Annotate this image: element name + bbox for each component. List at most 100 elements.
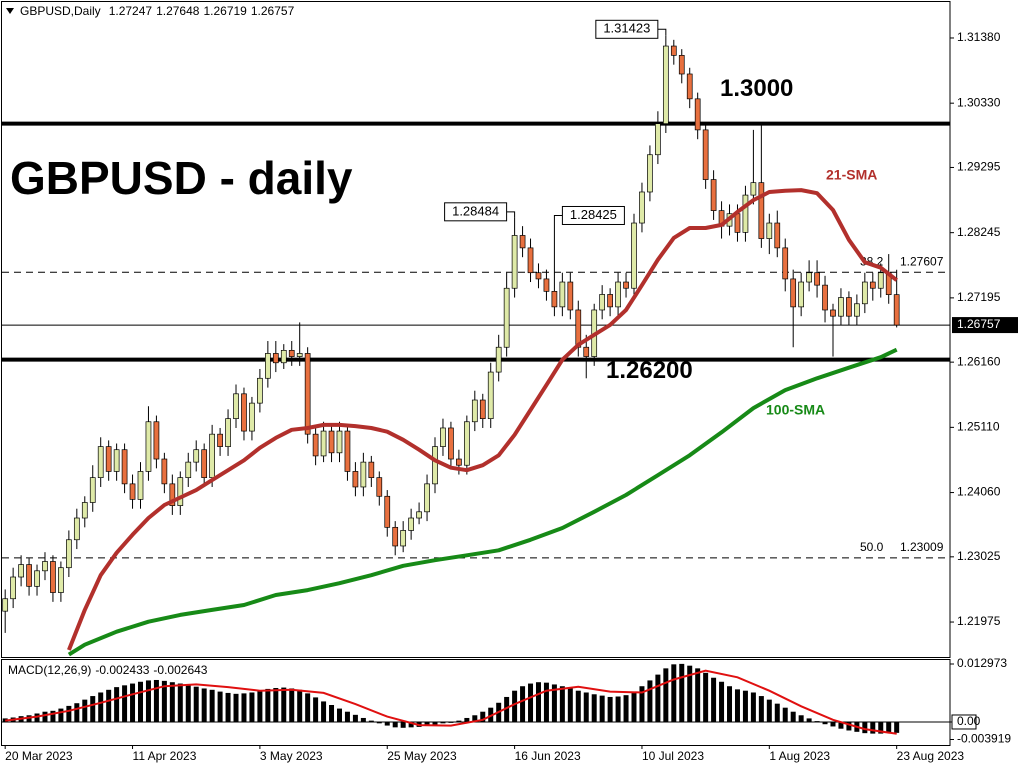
macd-bar (58, 708, 64, 722)
candle-body (81, 502, 88, 519)
candle-body (535, 272, 542, 280)
candle-body (655, 123, 661, 156)
candle-body (193, 449, 200, 463)
macd-bar (535, 682, 541, 722)
candle-body (758, 182, 765, 239)
candle-body (161, 458, 168, 485)
candle-body (2, 598, 9, 612)
candle-body (607, 294, 613, 308)
candle-body (440, 427, 446, 447)
candle-body (10, 576, 16, 600)
candle-body (296, 353, 303, 357)
y-tick-label: 1.25110 (957, 420, 1000, 434)
macd-bar (480, 711, 486, 722)
zero-tag (951, 714, 977, 730)
macd-bar (90, 696, 96, 722)
macd-bar (153, 679, 159, 722)
candle-body (559, 281, 566, 308)
sma-label: 100-SMA (766, 402, 825, 418)
macd-bar (830, 721, 836, 727)
x-tick-label: 3 May 2023 (260, 749, 323, 763)
y-tick-label: 1.29295 (957, 160, 1001, 174)
macd-bar (758, 696, 764, 722)
candle-body (233, 393, 239, 420)
macd-bar (623, 695, 629, 722)
macd-bar (655, 674, 661, 722)
candle-body (551, 290, 558, 308)
macd-bar (26, 715, 32, 722)
axes: 1.31380 1.30330 1.29295 1.28245 1.27195 1.261… (4, 30, 1018, 763)
last-low: 1.26719 (203, 4, 247, 18)
candle-body (145, 421, 152, 472)
macd-bar (814, 721, 820, 722)
candle-body (209, 433, 215, 479)
candle-body (790, 278, 797, 308)
peak-connector (506, 211, 516, 218)
macd-bar (66, 705, 72, 722)
macd-bar (599, 695, 605, 722)
candle-body (42, 561, 48, 572)
peak-box (561, 205, 625, 225)
macd-bar (74, 703, 80, 722)
candle-body (265, 353, 271, 379)
candle-body (822, 284, 828, 311)
candle-body (185, 461, 192, 479)
y-tick-label: 1.30330 (957, 95, 1001, 109)
y-tick-label: 1.24060 (957, 485, 1001, 499)
macd-bar (169, 682, 175, 722)
candle-body (257, 377, 263, 404)
macd-bar (209, 689, 215, 722)
macd-bar (344, 711, 350, 722)
candle-body (129, 483, 136, 500)
candle-body (750, 182, 757, 196)
macd-bar (695, 668, 701, 722)
header: GBPUSD,Daily 1.27247 1.27648 1.26719 1.26757 (20, 4, 295, 18)
chart-title: GBPUSD - daily (10, 152, 353, 204)
candle-body (527, 247, 534, 274)
candle-body (312, 433, 319, 457)
candle-body (105, 446, 112, 472)
candle-body (639, 191, 645, 224)
candle-body (838, 297, 844, 317)
macd-bar (846, 721, 852, 731)
candle-body (392, 526, 399, 547)
macd-bar (241, 693, 247, 722)
level-label: 1.26200 (606, 357, 693, 384)
candle-body (854, 303, 860, 317)
macd-bar (862, 721, 868, 734)
macd-bar (663, 668, 669, 722)
macd-bar (615, 696, 621, 722)
candle-body (66, 539, 72, 569)
sma-line (67, 347, 898, 657)
candle-body (615, 281, 621, 308)
macd-plot (2, 663, 950, 735)
fib-price: 1.23009 (900, 540, 944, 554)
macd-bar (329, 705, 335, 722)
macd-bar (161, 680, 167, 722)
candle-body (599, 294, 606, 311)
macd-bar (424, 721, 430, 727)
price-tag (952, 317, 1018, 334)
macd-bar (289, 688, 295, 722)
macd-bar (687, 665, 693, 722)
candle-body (631, 222, 637, 289)
macd-bar (400, 721, 406, 728)
candle-body (352, 471, 359, 488)
candle-body (376, 477, 383, 497)
candle-body (511, 235, 518, 289)
macd-bar (384, 721, 390, 726)
candle-body (798, 281, 805, 308)
candle-body (432, 446, 438, 485)
candle-body (678, 55, 685, 75)
candle-body (774, 222, 781, 249)
peak-box (444, 202, 508, 222)
y-tick-label: -0.003919 (957, 732, 1011, 746)
macd-bar (504, 696, 510, 722)
macd-bar (591, 694, 597, 722)
candle-body (384, 495, 391, 528)
macd-bar (727, 686, 733, 722)
macd-bar (368, 720, 374, 722)
macd-bar (719, 681, 725, 722)
candle-body (503, 287, 510, 348)
